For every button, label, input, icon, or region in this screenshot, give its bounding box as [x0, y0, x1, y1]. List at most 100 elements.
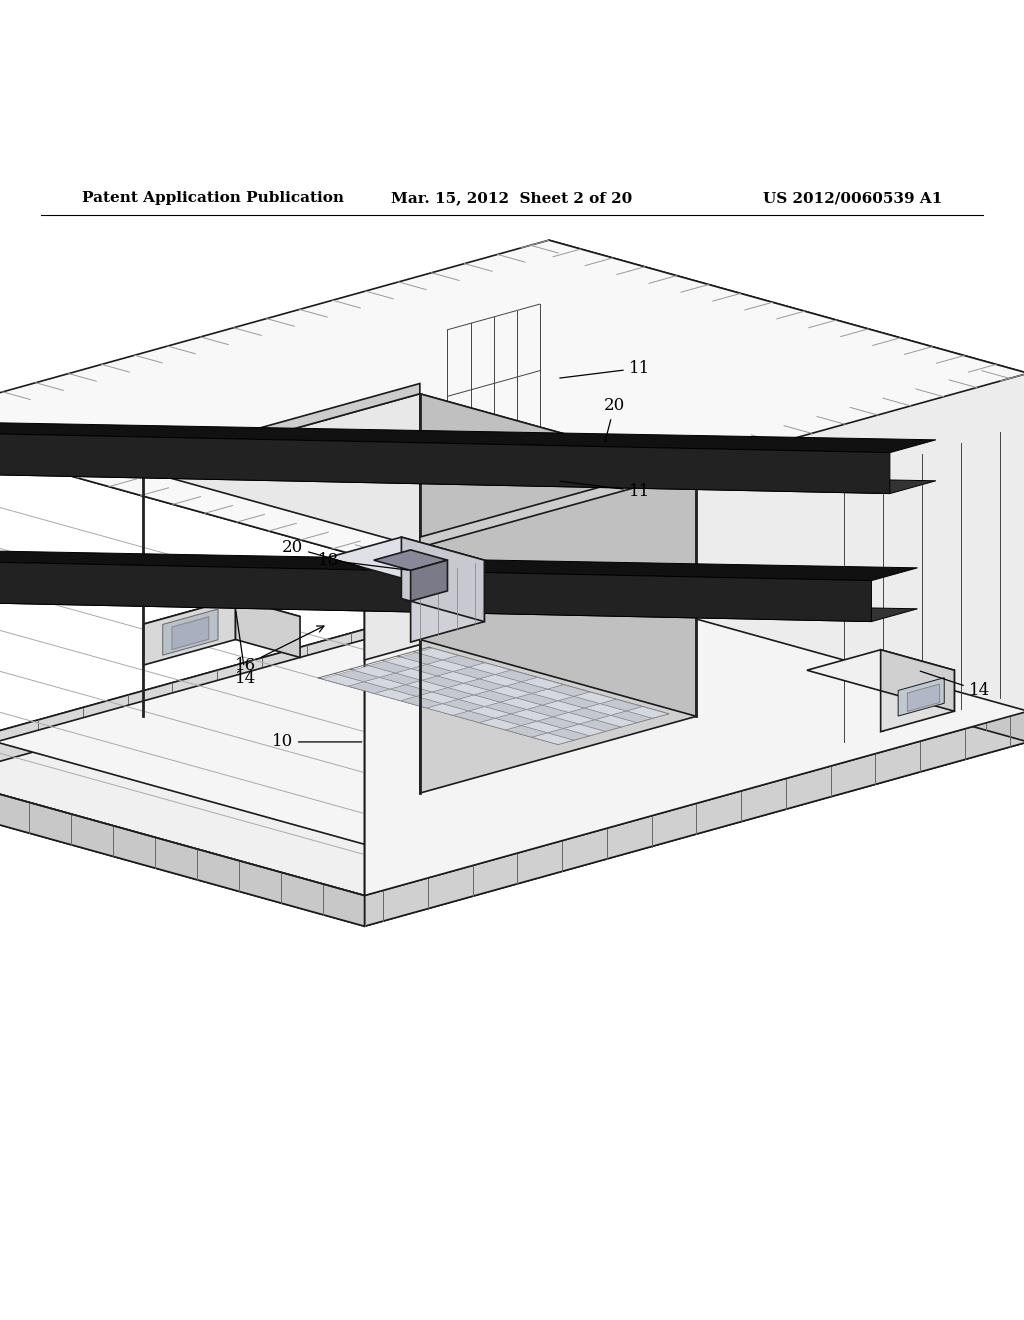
Polygon shape — [568, 708, 610, 719]
Polygon shape — [322, 675, 364, 686]
Text: FIG. 2: FIG. 2 — [241, 355, 335, 381]
Polygon shape — [600, 700, 642, 711]
Polygon shape — [172, 616, 209, 649]
Polygon shape — [442, 656, 484, 667]
Polygon shape — [585, 704, 627, 715]
Polygon shape — [464, 678, 506, 690]
Polygon shape — [807, 649, 954, 690]
Polygon shape — [420, 470, 696, 793]
Polygon shape — [411, 560, 484, 642]
Polygon shape — [543, 701, 585, 713]
Polygon shape — [610, 711, 652, 722]
Polygon shape — [526, 705, 568, 717]
Polygon shape — [484, 702, 526, 714]
Polygon shape — [437, 672, 479, 684]
Polygon shape — [563, 725, 605, 735]
Polygon shape — [390, 685, 432, 697]
Polygon shape — [416, 648, 459, 660]
Polygon shape — [374, 689, 416, 701]
Polygon shape — [422, 676, 464, 688]
Polygon shape — [531, 733, 573, 744]
Polygon shape — [447, 684, 489, 694]
Text: 16: 16 — [234, 626, 324, 673]
Polygon shape — [0, 578, 549, 793]
Polygon shape — [353, 665, 395, 677]
Polygon shape — [459, 694, 501, 706]
Polygon shape — [0, 432, 890, 494]
Polygon shape — [143, 598, 300, 642]
Polygon shape — [881, 649, 954, 711]
Polygon shape — [0, 763, 365, 927]
Polygon shape — [0, 598, 908, 851]
Polygon shape — [474, 690, 516, 702]
Polygon shape — [595, 715, 637, 727]
Polygon shape — [453, 667, 495, 678]
Polygon shape — [365, 529, 466, 660]
Polygon shape — [369, 661, 411, 673]
Polygon shape — [627, 706, 669, 718]
Polygon shape — [163, 609, 218, 655]
Polygon shape — [558, 697, 600, 708]
Polygon shape — [401, 537, 484, 622]
Polygon shape — [549, 240, 1024, 711]
Polygon shape — [580, 719, 622, 731]
Polygon shape — [521, 677, 563, 689]
Polygon shape — [501, 698, 543, 709]
Text: US 2012/0060539 A1: US 2012/0060539 A1 — [763, 191, 942, 205]
Polygon shape — [365, 374, 1024, 895]
Polygon shape — [380, 673, 422, 685]
Polygon shape — [469, 706, 511, 718]
Polygon shape — [479, 718, 521, 730]
Polygon shape — [420, 393, 696, 717]
Polygon shape — [453, 711, 495, 722]
Text: 20: 20 — [282, 539, 361, 568]
Polygon shape — [0, 609, 1024, 927]
Polygon shape — [537, 717, 580, 729]
Polygon shape — [506, 681, 548, 693]
Polygon shape — [495, 671, 537, 681]
Text: Mar. 15, 2012  Sheet 2 of 20: Mar. 15, 2012 Sheet 2 of 20 — [391, 191, 633, 205]
Polygon shape — [432, 688, 474, 700]
Text: 10: 10 — [271, 734, 361, 750]
Polygon shape — [385, 657, 427, 669]
Polygon shape — [0, 591, 918, 622]
Polygon shape — [416, 692, 459, 704]
Polygon shape — [495, 714, 537, 726]
Polygon shape — [479, 675, 521, 686]
Polygon shape — [506, 726, 548, 737]
Polygon shape — [236, 598, 300, 657]
Polygon shape — [427, 660, 469, 672]
Polygon shape — [548, 685, 590, 697]
Polygon shape — [548, 729, 590, 741]
Polygon shape — [0, 240, 1024, 557]
Polygon shape — [0, 560, 871, 622]
Polygon shape — [411, 664, 453, 676]
Polygon shape — [365, 711, 1024, 927]
Polygon shape — [411, 560, 447, 601]
Polygon shape — [549, 578, 1024, 742]
Polygon shape — [0, 550, 918, 581]
Text: 14: 14 — [236, 611, 256, 688]
Polygon shape — [400, 652, 442, 664]
Polygon shape — [469, 663, 511, 675]
Text: Patent Application Publication: Patent Application Publication — [82, 191, 344, 205]
Text: 14: 14 — [921, 671, 990, 700]
Polygon shape — [531, 689, 573, 701]
Polygon shape — [442, 700, 484, 711]
Polygon shape — [881, 671, 954, 731]
Polygon shape — [143, 598, 236, 665]
Text: 20: 20 — [604, 397, 625, 442]
Polygon shape — [511, 709, 553, 721]
Polygon shape — [400, 697, 442, 708]
Polygon shape — [0, 578, 1024, 895]
Text: 11: 11 — [560, 359, 650, 378]
Polygon shape — [364, 677, 406, 689]
Polygon shape — [907, 684, 940, 711]
Polygon shape — [0, 422, 936, 453]
Polygon shape — [898, 677, 944, 715]
Polygon shape — [406, 680, 447, 692]
Polygon shape — [573, 692, 615, 704]
Text: 11: 11 — [560, 482, 650, 499]
Polygon shape — [521, 721, 563, 733]
Polygon shape — [328, 537, 484, 581]
